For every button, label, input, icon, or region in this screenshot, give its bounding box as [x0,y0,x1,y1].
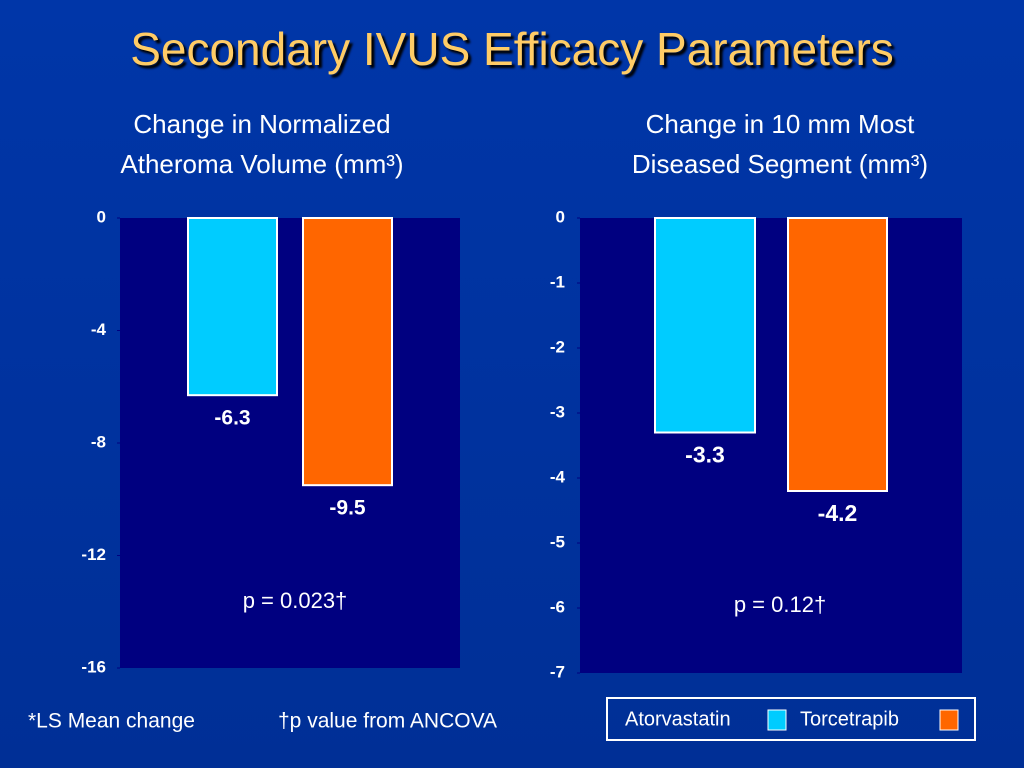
y-tick-label: -8 [91,432,106,451]
legend-swatch [767,709,787,731]
y-tick-label: -16 [81,657,106,676]
bar [302,217,393,487]
y-tick-label: -6 [550,597,565,616]
y-tick-label: 0 [97,207,106,226]
legend-label: Torcetrapib [800,708,899,730]
annotation: p = 0.12† [734,592,826,617]
footnote: *LS Mean change [28,710,195,733]
y-tick-label: -2 [550,337,565,356]
y-tick-label: -1 [550,272,565,291]
y-tick-label: -5 [550,532,565,551]
bar [787,217,888,492]
value-label: -4.2 [818,500,858,526]
y-tick-label: -12 [81,545,106,564]
value-label: -9.5 [329,497,366,520]
value-label: -3.3 [685,442,725,468]
plot-area [580,218,962,673]
bar [654,217,756,434]
legend-swatch [939,709,959,731]
y-tick-label: -7 [550,662,565,681]
bar [187,217,278,397]
footnote: †p value from ANCOVA [278,710,497,733]
y-tick-label: 0 [556,207,565,226]
y-tick-label: -3 [550,402,565,421]
legend-label: Atorvastatin [625,708,731,730]
plot-area [120,218,460,668]
chart-title: Change in Normalized Atheroma Volume (mm… [120,109,404,179]
y-tick-label: -4 [550,467,566,486]
chart-title: Change in 10 mm Most Diseased Segment (m… [631,109,929,179]
y-tick-label: -4 [91,320,107,339]
slide-title: Secondary IVUS Efficacy Parameters [130,23,894,75]
annotation: p = 0.023† [243,588,348,613]
legend-box [606,697,976,741]
value-label: -6.3 [214,407,250,430]
